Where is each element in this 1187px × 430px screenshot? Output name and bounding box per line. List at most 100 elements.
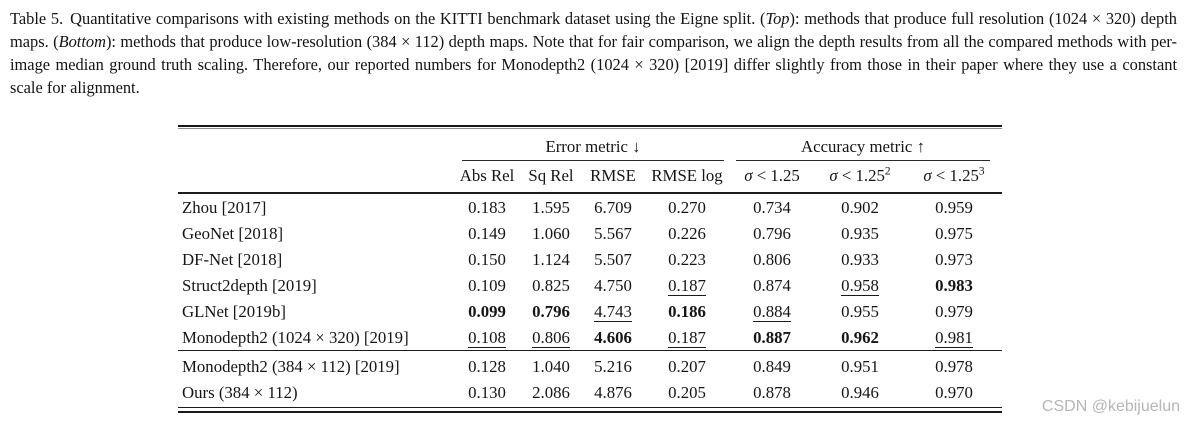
- cell-rmse-log: 0.223: [668, 249, 706, 269]
- method-name: Monodepth2 (384 × 112) [2019]: [178, 350, 454, 380]
- cell-sigma-2: 0.951: [814, 350, 906, 380]
- table-caption: Table 5. Quantitative comparisons with ex…: [10, 7, 1177, 99]
- method-name: Zhou [2017]: [182, 197, 267, 217]
- col-header-sigma-3: σ < 1.253: [906, 161, 1002, 194]
- method-name: Ours (384 × 112): [178, 379, 454, 408]
- cell-abs-rel: 0.128: [454, 350, 520, 380]
- cell-abs-rel: 0.149: [468, 223, 506, 243]
- col-header-sigma-2: σ < 1.252: [814, 161, 906, 194]
- table-row: GLNet [2019b] 0.099 0.796 4.743 0.186 0.…: [178, 298, 1002, 324]
- cell-sigma-3: 0.973: [935, 249, 973, 269]
- group-header-spacer: [178, 129, 454, 161]
- method-name: GeoNet [2018]: [182, 223, 284, 243]
- cell-abs-rel: 0.108: [468, 327, 506, 348]
- cell-sq-rel: 1.124: [532, 249, 570, 269]
- cell-sigma-3: 0.981: [935, 327, 973, 348]
- sigma-threshold: < 1.25: [752, 166, 800, 185]
- cell-abs-rel: 0.099: [468, 301, 506, 321]
- cell-rmse-log: 0.187: [668, 327, 706, 348]
- col-header-abs-rel: Abs Rel: [454, 161, 520, 194]
- cell-sigma-2: 0.933: [841, 249, 879, 269]
- caption-text-2: ): methods that produce full resolution …: [10, 9, 1177, 51]
- cell-sigma-3: 0.978: [906, 350, 1002, 380]
- sigma-exponent: 2: [884, 165, 891, 178]
- cell-sq-rel: 0.796: [532, 301, 570, 321]
- cell-sigma-2: 0.946: [814, 379, 906, 408]
- cell-sigma-1: 0.878: [730, 379, 814, 408]
- cell-rmse: 4.743: [594, 301, 632, 322]
- cell-sigma-2: 0.935: [841, 223, 879, 243]
- cell-rmse: 4.876: [582, 379, 644, 408]
- cell-abs-rel: 0.150: [468, 249, 506, 269]
- caption-italic-top: Top: [765, 9, 790, 28]
- col-header-method: [178, 161, 454, 194]
- cell-sigma-1: 0.849: [730, 350, 814, 380]
- group-header-error-label: Error metric ↓: [462, 136, 724, 161]
- col-header-rmse: RMSE: [582, 161, 644, 194]
- group-header-row: Error metric ↓ Accuracy metric ↑: [178, 129, 1002, 161]
- sigma-exponent: 3: [978, 165, 985, 178]
- method-name: GLNet [2019b]: [182, 301, 286, 321]
- cell-sigma-3: 0.979: [935, 301, 973, 321]
- col-header-sigma-1: σ < 1.25: [730, 161, 814, 194]
- table-row: Monodepth2 (384 × 112) [2019] 0.128 1.04…: [178, 350, 1002, 380]
- sigma-threshold: < 1.25: [837, 166, 885, 185]
- cell-rmse-log: 0.270: [668, 197, 706, 217]
- cell-sigma-3: 0.983: [935, 275, 973, 295]
- column-header-row: Abs Rel Sq Rel RMSE RMSE log σ < 1.25 σ …: [178, 161, 1002, 194]
- cell-sigma-3: 0.975: [935, 223, 973, 243]
- caption-text-3: ): methods that produce low-resolution (…: [10, 32, 1177, 97]
- caption-text-1: Quantitative comparisons with existing m…: [70, 9, 766, 28]
- cell-sigma-2: 0.955: [841, 301, 879, 321]
- cell-sigma-1: 0.806: [753, 249, 791, 269]
- table-top-rule: [178, 125, 1002, 129]
- method-name: DF-Net [2018]: [182, 249, 283, 269]
- cell-sigma-3: 0.970: [906, 379, 1002, 408]
- cell-abs-rel: 0.130: [454, 379, 520, 408]
- cell-rmse: 4.750: [594, 275, 632, 295]
- sigma-icon: σ: [744, 166, 753, 185]
- csdn-watermark: CSDN @kebijuelun: [1041, 398, 1180, 415]
- method-name: Struct2depth [2019]: [182, 275, 317, 295]
- results-table-container: Error metric ↓ Accuracy metric ↑ Abs Rel…: [178, 125, 1002, 413]
- cell-rmse-log: 0.207: [644, 350, 730, 380]
- cell-sigma-1: 0.874: [753, 275, 791, 295]
- cell-sigma-1: 0.887: [753, 327, 791, 347]
- cell-sq-rel: 1.060: [532, 223, 570, 243]
- cell-sigma-2: 0.902: [841, 197, 879, 217]
- cell-rmse-log: 0.205: [644, 379, 730, 408]
- cell-sigma-1: 0.734: [753, 197, 791, 217]
- caption-italic-bottom: Bottom: [58, 32, 106, 51]
- cell-sigma-2: 0.958: [841, 275, 879, 296]
- cell-sq-rel: 0.825: [532, 275, 570, 295]
- sigma-icon: σ: [829, 166, 838, 185]
- cell-abs-rel: 0.109: [468, 275, 506, 295]
- cell-rmse: 4.606: [594, 327, 632, 347]
- sigma-icon: σ: [923, 166, 932, 185]
- cell-rmse: 5.507: [594, 249, 632, 269]
- table-row: GeoNet [2018] 0.149 1.060 5.567 0.226 0.…: [178, 220, 1002, 246]
- group-header-error-metric: Error metric ↓: [454, 129, 730, 161]
- cell-rmse-log: 0.226: [668, 223, 706, 243]
- results-table: Error metric ↓ Accuracy metric ↑ Abs Rel…: [178, 129, 1002, 408]
- cell-sigma-1: 0.884: [753, 301, 791, 322]
- col-header-sq-rel: Sq Rel: [520, 161, 582, 194]
- cell-sq-rel: 1.595: [532, 197, 570, 217]
- cell-rmse: 5.216: [582, 350, 644, 380]
- cell-sq-rel: 2.086: [520, 379, 582, 408]
- group-header-accuracy-label: Accuracy metric ↑: [736, 136, 990, 161]
- method-name: Monodepth2 (1024 × 320) [2019]: [182, 327, 409, 347]
- cell-abs-rel: 0.183: [468, 197, 506, 217]
- cell-rmse: 5.567: [594, 223, 632, 243]
- cell-sigma-2: 0.962: [841, 327, 879, 347]
- col-header-rmse-log: RMSE log: [644, 161, 730, 194]
- table-row: Zhou [2017] 0.183 1.595 6.709 0.270 0.73…: [178, 193, 1002, 220]
- cell-rmse-log: 0.187: [668, 275, 706, 296]
- cell-sigma-1: 0.796: [753, 223, 791, 243]
- table-row: Struct2depth [2019] 0.109 0.825 4.750 0.…: [178, 272, 1002, 298]
- group-header-accuracy-metric: Accuracy metric ↑: [730, 129, 1002, 161]
- cell-sigma-3: 0.959: [935, 197, 973, 217]
- cell-rmse: 6.709: [594, 197, 632, 217]
- table-row: DF-Net [2018] 0.150 1.124 5.507 0.223 0.…: [178, 246, 1002, 272]
- table-row: Monodepth2 (1024 × 320) [2019] 0.108 0.8…: [178, 324, 1002, 351]
